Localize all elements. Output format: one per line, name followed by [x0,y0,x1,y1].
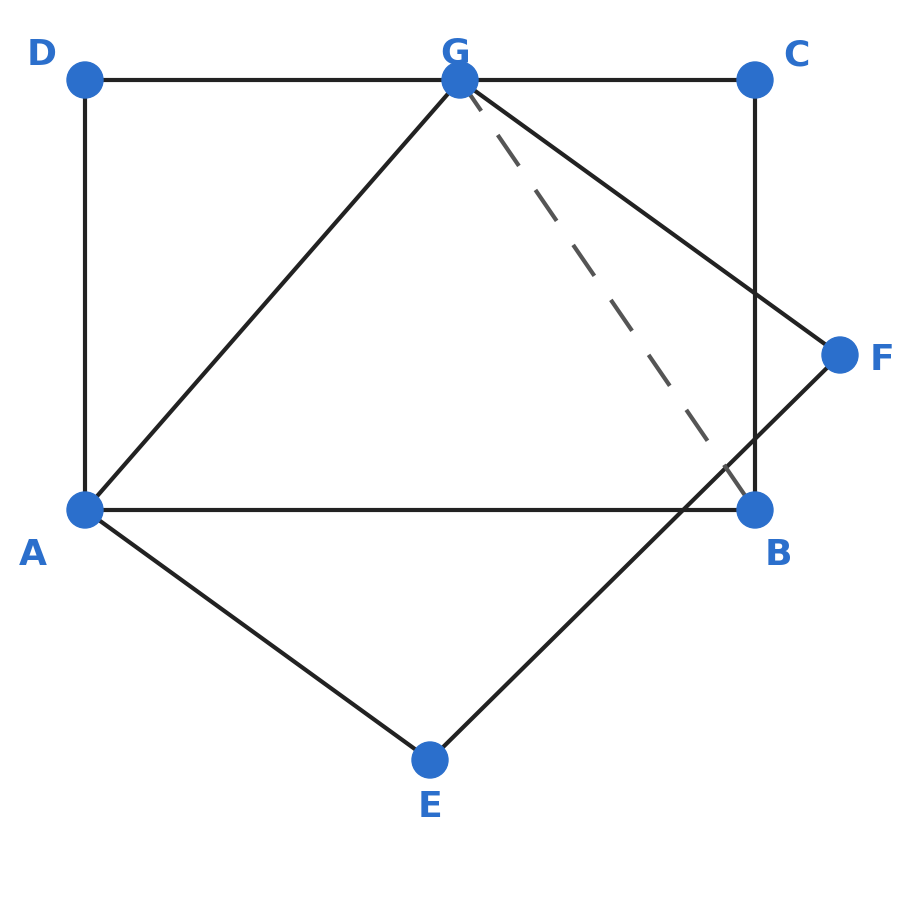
Text: F: F [870,343,895,377]
Circle shape [67,62,103,98]
Circle shape [442,62,478,98]
Circle shape [412,742,448,778]
Text: D: D [27,38,57,72]
Circle shape [737,62,773,98]
Circle shape [67,492,103,528]
Circle shape [822,337,858,373]
Text: G: G [440,36,470,70]
Text: E: E [417,790,442,824]
Text: C: C [783,38,810,72]
Circle shape [737,492,773,528]
Text: B: B [765,538,792,572]
Text: A: A [19,538,47,572]
